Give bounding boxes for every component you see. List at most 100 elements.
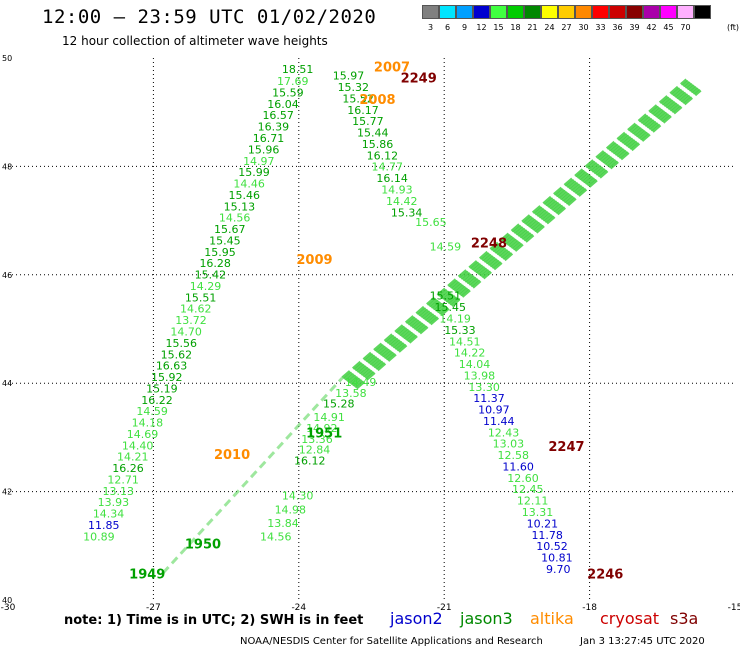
wave-height-label: 15.32 (338, 81, 370, 94)
wave-height-label: 13.03 (493, 438, 524, 451)
scale-swatch (643, 5, 660, 19)
wave-height-label: 12.60 (507, 472, 539, 485)
swath-track-lower (161, 376, 344, 574)
legend-jason3: jason3 (460, 609, 513, 628)
wave-height-label: 14.46 (233, 178, 265, 191)
wave-height-label: 14.29 (190, 280, 222, 293)
wave-height-label: 15.19 (146, 382, 178, 395)
scale-swatch (558, 5, 575, 19)
wave-height-label: 15.67 (214, 223, 246, 236)
y-tick-label: 46 (2, 271, 12, 280)
scale-swatch (592, 5, 609, 19)
wave-height-label: 14.18 (132, 417, 164, 430)
wave-height-label: 15.34 (391, 206, 423, 219)
wave-height-label: 16.57 (262, 109, 294, 122)
scale-swatch (694, 5, 711, 19)
scale-label: 42 (646, 23, 657, 32)
swath-track (345, 81, 692, 382)
footer-timestamp: Jan 3 13:27:45 UTC 2020 (580, 636, 705, 647)
wave-height-label: 11.37 (473, 392, 505, 405)
wave-height-label: 13.98 (464, 369, 496, 382)
wave-height-label: 16.12 (367, 149, 399, 162)
wave-height-label: 16.39 (258, 121, 290, 134)
scale-label: 6 (444, 23, 451, 32)
scale-swatch (660, 5, 677, 19)
wave-height-label: 14.56 (260, 530, 292, 543)
wave-height-label: 16.14 (376, 172, 408, 185)
time-label: 2008 (359, 93, 395, 108)
wave-height-label: 14.34 (93, 508, 125, 521)
swath-track (353, 87, 700, 388)
x-tick-label: -15 (728, 603, 740, 613)
x-tick-label: -27 (146, 603, 161, 613)
swath-track (343, 80, 690, 381)
scale-swatch (439, 5, 456, 19)
wave-height-label: 15.44 (357, 127, 389, 140)
wave-height-label: 15.28 (323, 398, 355, 411)
wave-height-label: 13.30 (468, 381, 500, 394)
wave-height-label: 13.93 (98, 496, 130, 509)
scale-label: 30 (578, 23, 589, 32)
wave-height-label: 14.59 (430, 240, 462, 253)
wave-height-label: 16.17 (347, 104, 379, 117)
wave-height-label: 13.31 (522, 506, 554, 519)
scale-swatch (626, 5, 643, 19)
scale-label: 33 (595, 23, 606, 32)
wave-height-label: 14.92 (306, 422, 338, 435)
x-tick-label: -18 (582, 603, 597, 613)
scale-label: 36 (612, 23, 623, 32)
wave-height-label: 16.12 (294, 455, 326, 468)
legend-jason2: jason2 (390, 609, 443, 628)
legend-altika: altika (530, 609, 574, 628)
wave-height-label: 15.45 (209, 234, 241, 247)
wave-height-label: 12.11 (517, 495, 549, 508)
time-label: 2246 (587, 567, 623, 582)
wave-height-label: 14.59 (136, 405, 168, 418)
wave-height-label: 13.84 (267, 517, 299, 530)
wave-height-label: 15.95 (204, 246, 236, 259)
wave-height-label: 14.21 (117, 451, 149, 464)
wave-height-label: 14.97 (243, 155, 275, 168)
wave-height-label: 10.81 (541, 552, 573, 565)
time-label: 2009 (296, 253, 332, 268)
wave-height-label: 15.45 (435, 301, 467, 314)
wave-height-label: 10.21 (527, 517, 559, 530)
wave-height-label: 18.51 (282, 63, 314, 76)
wave-height-label: 15.33 (444, 324, 476, 337)
color-scale-labels: 3 6 9 12 15 18 21 24 27 30 33 36 39 42 45 70 (422, 19, 728, 32)
scale-swatch (473, 5, 490, 19)
wave-height-label: 14.70 (170, 326, 202, 339)
wave-height-label: 14.30 (282, 490, 314, 503)
wave-height-label: 12.58 (498, 449, 529, 462)
wave-height-label: 12.43 (488, 426, 520, 439)
wave-height-label: 13.36 (301, 433, 333, 446)
swath-track (351, 86, 698, 387)
y-tick-label: 48 (2, 162, 12, 171)
wave-height-label: 15.77 (352, 115, 384, 128)
swath-track (347, 83, 694, 384)
time-label: 2247 (548, 440, 584, 455)
wave-height-label: 14.40 (122, 439, 154, 452)
wave-height-label: 14.22 (454, 347, 486, 360)
wave-height-label: 12.45 (512, 483, 544, 496)
legend-cryosat: cryosat (600, 609, 660, 628)
scale-label: 24 (544, 23, 555, 32)
wave-height-label: 15.65 (415, 216, 447, 229)
time-label: 1949 (129, 567, 165, 582)
wave-height-label: 11.85 (88, 519, 120, 532)
wave-height-label: 15.99 (238, 166, 270, 179)
wave-height-label: 15.62 (161, 348, 193, 361)
scale-label: 21 (527, 23, 538, 32)
wave-height-label: 15.13 (224, 200, 256, 213)
scale-swatch (490, 5, 507, 19)
wave-height-label: 15.52 (342, 92, 374, 105)
x-tick-label: -24 (291, 603, 306, 613)
wave-height-label: 15.97 (333, 70, 365, 83)
wave-height-label: 16.26 (112, 462, 144, 475)
wave-height-label: 11.78 (531, 529, 563, 542)
swath-track (355, 89, 702, 390)
wave-height-label: 14.51 (449, 335, 481, 348)
wave-height-label: 15.51 (185, 291, 217, 304)
time-label: 2248 (471, 237, 507, 252)
